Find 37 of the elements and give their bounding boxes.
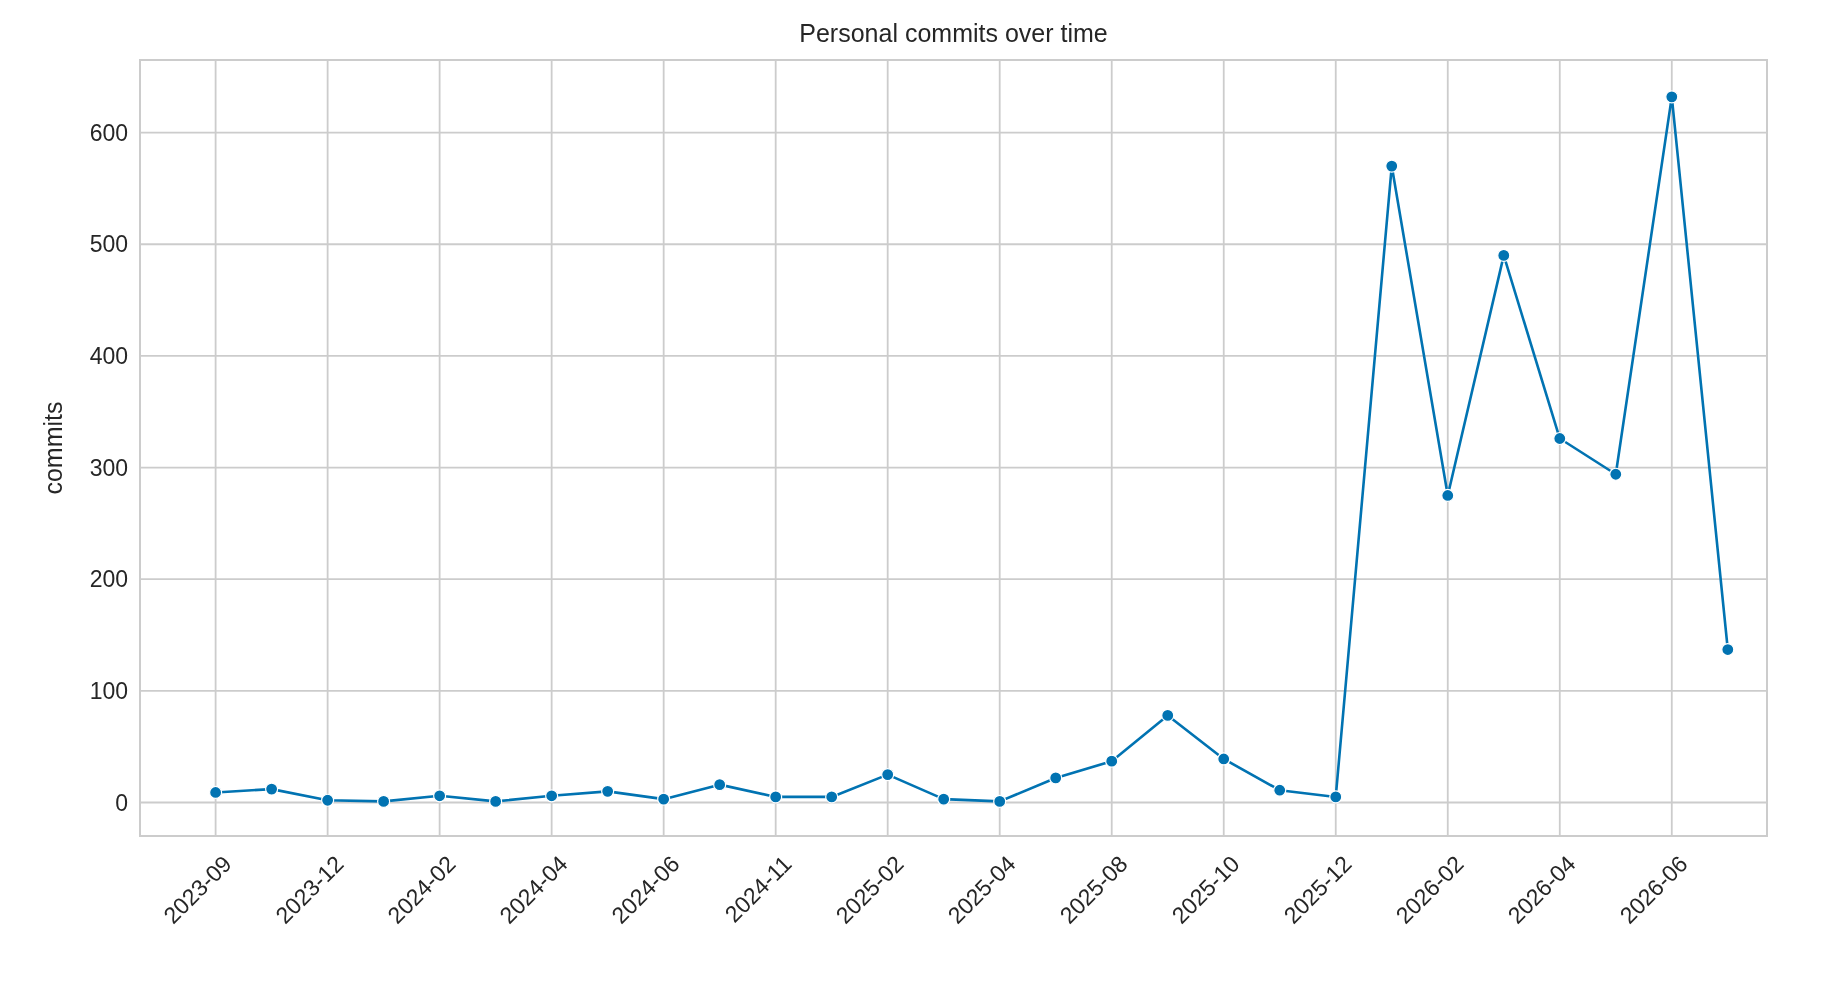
- y-tick-label: 0: [115, 789, 128, 816]
- point: [545, 789, 559, 803]
- point: [993, 794, 1007, 808]
- point: [1329, 790, 1343, 804]
- chart-title: Personal commits over time: [799, 19, 1108, 47]
- point: [489, 794, 503, 808]
- point: [377, 794, 391, 808]
- point: [1217, 752, 1231, 766]
- point: [657, 792, 671, 806]
- y-tick-label: 600: [89, 119, 128, 146]
- point: [713, 778, 727, 792]
- y-tick-label: 200: [89, 566, 128, 593]
- point: [1385, 159, 1399, 173]
- point: [1049, 771, 1063, 785]
- point: [1553, 431, 1567, 446]
- y-tick-label: 400: [89, 342, 128, 369]
- point: [825, 790, 839, 804]
- point: [1609, 467, 1623, 481]
- point: [1441, 488, 1455, 503]
- y-tick-label: 100: [89, 677, 128, 704]
- point: [209, 785, 223, 800]
- y-axis-title: commits: [39, 401, 67, 495]
- point: [601, 784, 615, 798]
- point: [881, 767, 895, 782]
- y-tick-label: 500: [89, 231, 128, 258]
- point: [1497, 248, 1511, 262]
- point: [321, 793, 335, 807]
- point: [1161, 708, 1175, 723]
- point: [1721, 642, 1735, 657]
- y-tick-label: 300: [89, 454, 128, 481]
- point: [433, 789, 447, 803]
- point: [1105, 754, 1119, 768]
- point: [769, 790, 783, 804]
- point: [265, 782, 279, 796]
- point: [1273, 783, 1287, 797]
- point: [1665, 90, 1679, 104]
- point: [937, 792, 951, 806]
